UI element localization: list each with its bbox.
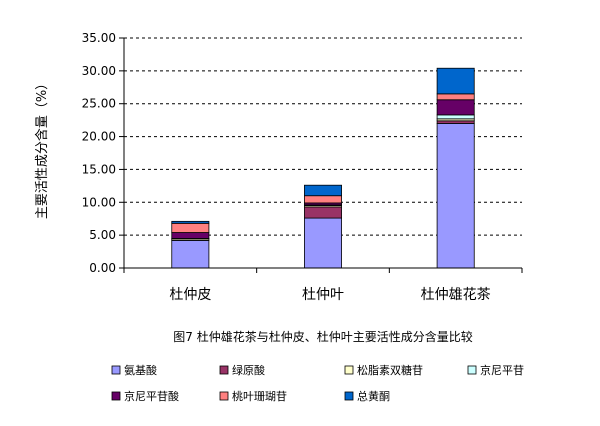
legend-label: 绿原酸 xyxy=(232,363,265,377)
bar-segment xyxy=(436,67,475,95)
bar-segment xyxy=(436,114,475,120)
bar-segment xyxy=(436,123,475,269)
legend-label: 氨基酸 xyxy=(124,363,157,377)
legend-swatch xyxy=(344,365,354,375)
y-axis-label: 主要活性成分含量（%） xyxy=(34,77,50,219)
bar-segment xyxy=(436,99,475,116)
legend-swatch xyxy=(467,365,477,375)
legend-swatch xyxy=(219,365,229,375)
bar-segment xyxy=(304,184,342,197)
bar-segment xyxy=(171,232,210,239)
bar-segment xyxy=(171,220,210,224)
category-label: 杜仲雄花茶 xyxy=(421,287,491,303)
legend-swatch xyxy=(111,365,121,375)
figure-caption: 图7 杜仲雄花茶与杜仲皮、杜仲叶主要活性成分含量比较 xyxy=(173,329,472,344)
y-tick-label: 15.00 xyxy=(82,162,116,176)
y-tick-label: 0.00 xyxy=(89,261,116,275)
y-tick-label: 20.00 xyxy=(82,130,116,144)
legend-label: 京尼平苷酸 xyxy=(124,389,179,403)
y-tick-labels: 0.00 5.00 10.00 15.00 20.00 25.00 30.00 35.00 xyxy=(82,31,116,275)
legend-label: 桃叶珊瑚苷 xyxy=(232,389,287,403)
bar-segment xyxy=(304,217,342,269)
y-tick-label: 35.00 xyxy=(82,31,116,45)
category-label: 杜仲叶 xyxy=(302,287,344,303)
legend-label: 总黄酮 xyxy=(357,389,390,403)
legend-label: 京尼平苷 xyxy=(480,363,524,377)
y-tick-label: 30.00 xyxy=(82,64,116,78)
bar-segment xyxy=(171,239,210,269)
bar-segment xyxy=(304,206,342,219)
bar-segment xyxy=(171,222,210,233)
y-tick-label: 5.00 xyxy=(89,228,116,242)
legend-swatch xyxy=(111,391,121,401)
legend-label: 松脂素双糖苷 xyxy=(357,363,423,377)
x-category-labels: 杜仲皮 杜仲叶 杜仲雄花茶 xyxy=(123,268,523,303)
y-tick-label: 10.00 xyxy=(82,195,116,209)
axes xyxy=(123,38,522,269)
y-tick-label: 25.00 xyxy=(82,97,116,111)
legend-swatch xyxy=(219,391,229,401)
category-label: 杜仲皮 xyxy=(169,287,211,303)
legend-swatch xyxy=(344,391,354,401)
bar-segment xyxy=(436,93,475,101)
bar-segment xyxy=(304,195,342,204)
bars xyxy=(171,67,475,269)
